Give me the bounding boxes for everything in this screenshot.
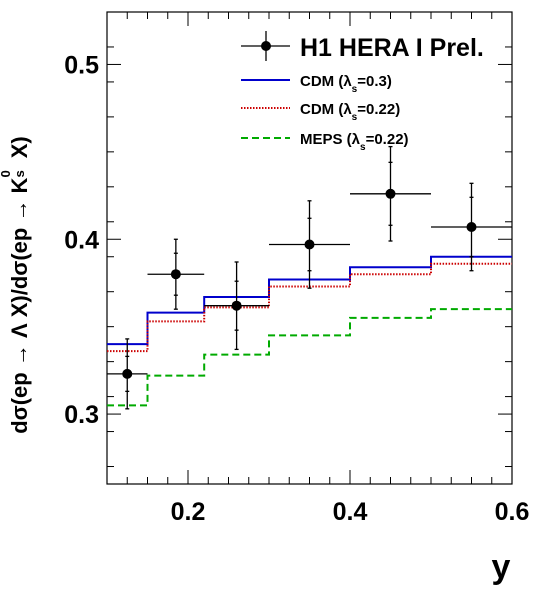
y-axis-label: dσ(ep → Λ X)/dσ(ep → K0s X) [0,136,32,434]
data-point-marker [304,239,315,250]
x-tick-label: 0.4 [333,498,368,526]
x-axis-label: y [492,548,511,586]
data-point-marker [170,269,181,280]
data-point-marker [385,188,396,199]
series-2-step-line [107,308,512,407]
x-tick-label: 0.6 [495,498,530,526]
x-tick-label: 0.2 [171,498,206,526]
series-1-step-line [107,262,512,353]
series-0-step-line [107,255,512,346]
y-tick-label: 0.5 [64,51,99,79]
y-tick-label: 0.4 [64,226,99,254]
data-point-marker [466,222,477,233]
legend-marker-dot [261,41,271,51]
legend-label-1: CDM (λs=0.3) [300,73,392,95]
legend-label-3: MEPS (λs=0.22) [300,131,409,153]
data-point-marker [122,368,133,379]
legend-label-data: H1 HERA I Prel. [300,34,484,62]
data-point-marker [231,300,242,311]
legend-label-2: CDM (λs=0.22) [300,101,400,123]
y-tick-label: 0.3 [64,401,99,429]
